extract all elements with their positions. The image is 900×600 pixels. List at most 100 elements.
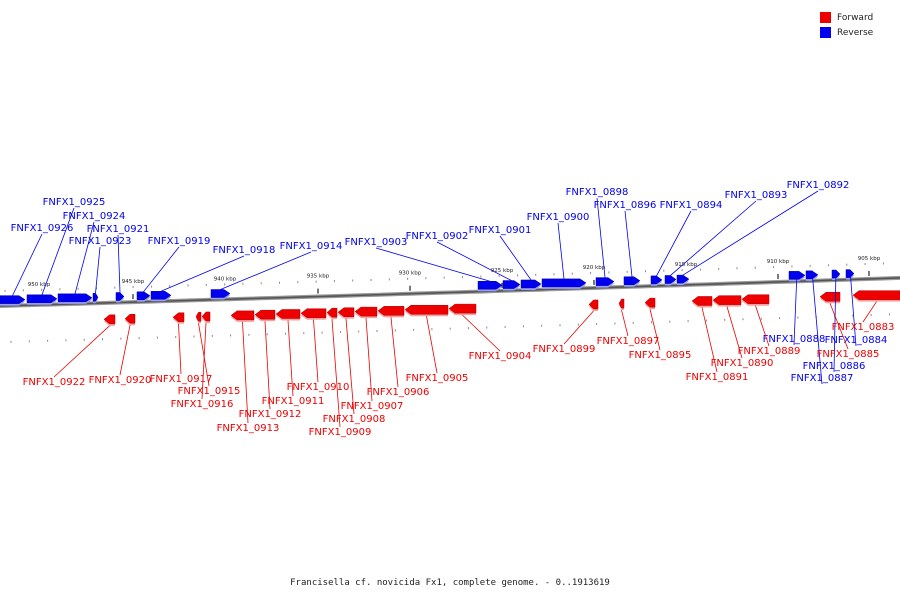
gene-arrow <box>57 293 93 303</box>
gene-label: FNFX1_0886 <box>803 361 866 372</box>
gene-arrow <box>326 307 338 318</box>
gene-label: FNFX1_0922 <box>23 377 86 388</box>
forward-label: Forward <box>837 12 874 23</box>
legend: Forward Reverse <box>820 10 890 40</box>
gene-leader-line <box>726 306 743 359</box>
gene-label: FNFX1_0921 <box>87 224 150 235</box>
gene-arrow <box>712 295 742 305</box>
gene-leader-line <box>462 314 501 352</box>
gene-label: FNFX1_0901 <box>469 225 532 236</box>
gene-label: FNFX1_0917 <box>150 374 213 385</box>
gene-leader-line <box>596 197 606 278</box>
gene-leader-line <box>829 303 849 350</box>
gene-label: FNFX1_0894 <box>660 200 723 211</box>
scale-tick-label: 935 kbp <box>307 274 330 280</box>
gene-leader-line <box>345 318 355 415</box>
gene-label: FNFX1_0907 <box>341 401 404 412</box>
gene-leader-line <box>375 247 491 282</box>
gene-label: FNFX1_0908 <box>323 414 386 425</box>
gene-arrow <box>650 275 663 285</box>
gene-arrow <box>377 306 405 316</box>
gene-label: FNFX1_0887 <box>791 373 854 384</box>
gene-label: FNFX1_0902 <box>406 231 469 242</box>
label-layer: FNFX1_0926 FNFX1_0925 FNFX1_0924 FNFX1_0923… <box>11 180 895 438</box>
gene-label: FNFX1_0893 <box>725 190 788 201</box>
gene-arrow <box>448 303 477 314</box>
gene-arrow <box>644 297 656 308</box>
gene-label: FNFX1_0911 <box>262 396 325 407</box>
gene-label: FNFX1_0926 <box>11 223 74 234</box>
gene-arrow <box>275 309 301 319</box>
gene-label: FNFX1_0919 <box>148 236 211 247</box>
gene-leader-line <box>436 241 512 281</box>
gene-leader-line <box>624 210 633 277</box>
gene-leader-line <box>119 325 131 376</box>
scale-tick-label: 945 kbp <box>122 279 145 285</box>
gene-leader-line <box>755 305 770 347</box>
gene-leader-line <box>656 210 692 277</box>
gene-label: FNFX1_0889 <box>738 346 801 357</box>
gene-label: FNFX1_0899 <box>533 344 596 355</box>
gene-label: FNFX1_0915 <box>178 386 241 397</box>
gene-leader-line <box>201 322 207 400</box>
gene-leader-line <box>557 222 565 279</box>
gene-arrow <box>354 306 378 317</box>
scale-tick-label: 905 kbp <box>858 256 881 262</box>
gene-layer <box>0 269 900 326</box>
gene-arrow <box>172 312 185 323</box>
gene-arrow <box>741 294 770 304</box>
gene-leader-line <box>160 255 245 292</box>
gene-arrow <box>150 291 172 300</box>
gene-label: FNFX1_0913 <box>217 423 280 434</box>
gene-label: FNFX1_0904 <box>469 351 532 362</box>
gene-label: FNFX1_0888 <box>763 334 826 345</box>
gene-leader-line <box>313 319 319 383</box>
scale-tick-label: 940 kbp <box>214 276 237 282</box>
scale-tick-label: 950 kbp <box>28 282 51 288</box>
gene-label: FNFX1_0898 <box>566 187 629 198</box>
gene-arrow <box>136 291 151 301</box>
gene-label: FNFX1_0897 <box>597 336 660 347</box>
gene-arrow <box>124 313 136 324</box>
gene-label: FNFX1_0884 <box>825 335 888 346</box>
gene-label: FNFX1_0916 <box>171 399 234 410</box>
gene-label: FNFX1_0890 <box>711 358 774 369</box>
gene-leader-line <box>849 269 857 347</box>
gene-label: FNFX1_0885 <box>817 349 880 360</box>
gene-arrow <box>300 308 327 318</box>
gene-label: FNFX1_0896 <box>594 200 657 211</box>
map-layer: 950 kbp 945 kbp 940 kbp 935 kbp 930 kbp 925 k… <box>0 256 900 343</box>
gene-label: FNFX1_0895 <box>629 350 692 361</box>
gene-arrow <box>541 278 587 288</box>
gene-arrow <box>230 310 255 321</box>
gene-label: FNFX1_0923 <box>69 236 132 247</box>
gene-leader-line <box>220 251 312 290</box>
gene-leader-line <box>74 221 95 294</box>
gene-leader-line <box>426 316 438 374</box>
gene-arrow <box>103 314 116 325</box>
gene-arrow <box>201 311 211 322</box>
gene-leader-line <box>649 309 661 351</box>
gene-leader-line <box>331 319 341 428</box>
gene-label: FNFX1_0906 <box>367 387 430 398</box>
scale-tick-label: 915 kbp <box>675 262 698 268</box>
gene-leader-line <box>41 207 75 295</box>
gene-label: FNFX1_0910 <box>287 382 350 393</box>
gene-label: FNFX1_0883 <box>832 322 895 333</box>
gene-leader-line <box>833 270 837 373</box>
gene-arrow <box>588 299 599 310</box>
gene-arrow <box>664 275 677 284</box>
gene-arrow <box>195 311 202 322</box>
gene-arrow <box>520 279 542 289</box>
gene-arrow <box>0 295 26 304</box>
gene-leader-line <box>499 235 532 281</box>
gene-leader-line <box>621 309 629 337</box>
gene-label: FNFX1_0925 <box>43 197 106 208</box>
gene-leader-line <box>390 317 399 388</box>
gene-arrow <box>623 276 641 285</box>
gene-leader-line <box>682 190 819 276</box>
gene-arrow <box>819 291 841 302</box>
gene-arrow <box>477 280 503 290</box>
gene-leader-line <box>198 323 210 387</box>
gene-arrow <box>404 304 449 315</box>
